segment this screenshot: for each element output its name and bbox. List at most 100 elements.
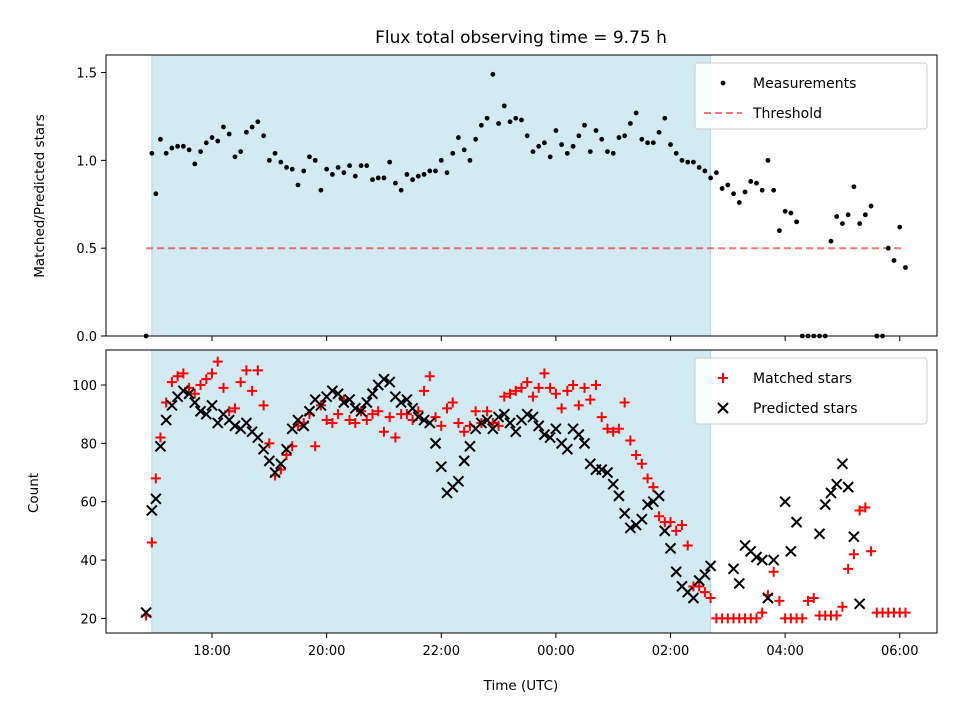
measurement-point — [536, 143, 542, 149]
measurement-point — [685, 159, 691, 165]
predicted-star-point — [429, 437, 442, 450]
matched-star-point — [367, 409, 378, 420]
predicted-star-point — [538, 428, 551, 441]
x-tick-label: 06:00 — [881, 644, 918, 659]
predicted-star-point — [733, 577, 745, 590]
predicted-star-point — [303, 405, 316, 417]
measurement-point — [301, 168, 307, 174]
measurement-point — [192, 161, 198, 167]
bottom-y-tick-label: 20 — [80, 612, 97, 627]
predicted-star-point — [613, 490, 625, 502]
measurement-point — [862, 212, 868, 218]
predicted-star-point — [756, 554, 768, 566]
matched-star-point — [384, 412, 395, 423]
predicted-star-point — [240, 417, 253, 429]
measurement-point — [444, 170, 450, 176]
predicted-star-point — [206, 399, 218, 412]
predicted-star-point — [435, 460, 447, 473]
measurement-point — [238, 149, 244, 154]
predicted-star-point — [670, 566, 682, 578]
matched-star-point — [195, 380, 206, 391]
predicted-star-point — [842, 481, 854, 493]
measurement-point — [284, 165, 289, 170]
matched-star-point — [522, 377, 533, 388]
measurement-point — [272, 150, 278, 156]
predicted-star-point — [406, 402, 419, 415]
measurement-point — [226, 131, 232, 137]
measurement-point — [765, 157, 771, 163]
measurement-point — [605, 149, 610, 154]
measurement-point — [691, 159, 696, 165]
measurement-point — [198, 149, 203, 154]
measurement-point — [754, 180, 759, 186]
measurement-point — [616, 135, 622, 140]
measurement-point — [702, 168, 708, 174]
predicted-star-point — [160, 414, 172, 426]
matched-star-point — [459, 426, 470, 437]
matched-star-point — [229, 403, 240, 414]
x-tick-label: 02:00 — [652, 644, 689, 659]
measurement-point — [375, 175, 381, 181]
measurement-point — [553, 128, 559, 133]
predicted-star-point — [813, 528, 826, 540]
predicted-star-point — [252, 431, 264, 444]
bottom-y-tick-label: 80 — [80, 437, 97, 452]
matched-star-point — [207, 368, 218, 379]
matched-star-point — [470, 406, 481, 417]
matched-star-point — [401, 409, 412, 420]
predicted-star-point — [561, 443, 574, 455]
measurement-point — [393, 180, 398, 186]
matched-star-point — [350, 417, 361, 428]
predicted-star-point — [464, 440, 476, 452]
bottom-series-0 — [141, 356, 911, 624]
matched-star-point — [499, 391, 510, 402]
predicted-star-point — [257, 443, 270, 455]
predicted-star-point — [355, 405, 367, 417]
matched-star-point — [344, 415, 355, 426]
legend-predicted-marker — [717, 402, 729, 414]
bottom-legend-label: Matched stars — [753, 371, 852, 387]
predicted-star-point — [166, 399, 178, 412]
measurement-point — [347, 163, 352, 169]
matched-star-point — [333, 409, 344, 420]
measurement-point — [662, 115, 668, 121]
measurement-point — [593, 128, 599, 133]
predicted-star-point — [487, 423, 499, 435]
x-tick-label: 22:00 — [423, 644, 460, 659]
measurement-point — [180, 143, 186, 149]
measurement-point — [622, 133, 628, 139]
measurement-point — [897, 224, 903, 230]
matched-star-point — [831, 610, 842, 621]
predicted-star-point — [624, 522, 637, 534]
measurement-point — [547, 154, 553, 160]
measurement-point — [215, 138, 221, 144]
matched-star-point — [172, 371, 183, 382]
matched-star-point — [178, 368, 189, 379]
bottom-y-tick-label: 60 — [80, 496, 97, 511]
matched-star-point — [281, 450, 292, 461]
measurement-point — [679, 157, 685, 163]
measurement-point — [329, 172, 335, 177]
matched-star-point — [390, 432, 401, 443]
top-legend-box — [694, 62, 928, 130]
matched-star-point — [568, 380, 579, 391]
matched-star-point — [900, 607, 911, 618]
measurement-point — [576, 133, 582, 139]
matched-star-point — [361, 415, 372, 426]
predicted-star-point — [418, 414, 430, 426]
measurement-point — [278, 159, 284, 165]
top-axes-frame — [105, 54, 938, 337]
matched-star-point — [430, 412, 441, 423]
predicted-star-point — [269, 466, 281, 479]
measurement-point — [450, 150, 456, 156]
matched-star-point — [854, 505, 865, 516]
measurement-point — [261, 133, 267, 139]
predicted-star-point — [183, 388, 195, 400]
measurement-point — [696, 165, 702, 170]
matched-star-point — [866, 546, 877, 557]
measurement-point — [771, 187, 777, 193]
predicted-star-point — [785, 545, 797, 558]
predicted-star-point — [727, 563, 740, 575]
matched-star-point — [619, 397, 630, 408]
